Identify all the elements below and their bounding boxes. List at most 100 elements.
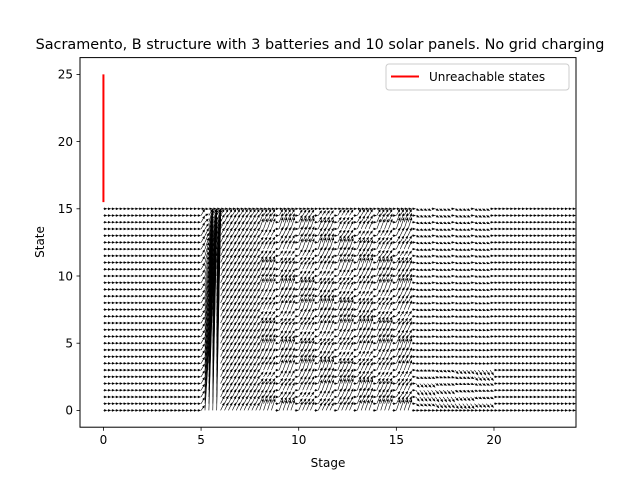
vector-arrow: [435, 355, 439, 358]
vector-arrow: [396, 382, 400, 390]
vector-arrow: [193, 302, 197, 305]
vector-arrow: [338, 277, 342, 283]
vector-arrow: [490, 315, 494, 318]
vector-arrow: [568, 261, 572, 264]
vector-arrow: [103, 228, 107, 231]
vector-arrow: [135, 261, 139, 264]
vector-arrow: [139, 369, 143, 372]
vector-arrow: [517, 382, 521, 385]
vector-arrow: [459, 397, 463, 401]
vector-arrow: [185, 308, 189, 311]
vector-arrow: [189, 396, 193, 399]
vector-arrow: [146, 402, 150, 405]
vector-arrow: [275, 275, 279, 278]
vector-arrow: [111, 396, 115, 399]
vector-arrow: [471, 302, 475, 305]
vector-arrow: [291, 359, 295, 370]
vector-arrow: [244, 335, 248, 343]
vector-arrow: [314, 208, 318, 211]
vector-arrow: [346, 291, 350, 297]
vector-arrow: [439, 288, 443, 290]
vector-arrow: [560, 376, 564, 379]
vector-arrow: [517, 288, 521, 291]
vector-arrow: [185, 342, 189, 345]
vector-arrow: [314, 228, 318, 231]
vector-arrow: [123, 234, 127, 237]
vector-arrow: [568, 308, 572, 311]
vector-arrow: [439, 275, 443, 277]
vector-arrow: [158, 389, 162, 392]
vector-arrow: [510, 369, 514, 372]
vector-arrow: [158, 328, 162, 331]
vector-arrow: [533, 248, 537, 251]
vector-arrow: [482, 322, 486, 325]
vector-arrow: [115, 328, 119, 331]
vector-arrow: [439, 349, 443, 352]
vector-arrow: [424, 369, 428, 371]
vector-arrow: [135, 214, 139, 217]
vector-arrow: [431, 255, 435, 258]
vector-arrow: [521, 308, 525, 311]
vector-arrow: [193, 255, 197, 258]
vector-arrow: [279, 359, 283, 370]
vector-arrow: [420, 262, 424, 264]
vector-arrow: [537, 275, 541, 278]
vector-arrow: [553, 402, 557, 405]
vector-arrow: [240, 234, 244, 242]
vector-arrow: [201, 397, 205, 404]
vector-arrow: [115, 369, 119, 372]
vector-arrow: [314, 234, 318, 237]
vector-arrow: [568, 275, 572, 278]
vector-arrow: [232, 396, 236, 404]
vector-arrow: [256, 369, 260, 377]
vector-arrow: [560, 382, 564, 385]
vector-arrow: [502, 376, 506, 379]
vector-arrow: [474, 355, 478, 358]
vector-arrow: [107, 255, 111, 258]
vector-arrow: [170, 396, 174, 399]
vector-arrow: [474, 362, 478, 365]
vector-arrow: [166, 221, 170, 224]
vector-arrow: [225, 308, 229, 316]
vector-arrow: [564, 362, 568, 365]
vector-arrow: [228, 396, 232, 404]
vector-arrow: [373, 369, 377, 372]
vector-arrow: [420, 404, 424, 407]
vector-arrow: [271, 288, 275, 296]
vector-arrow: [545, 376, 549, 379]
vector-arrow: [248, 261, 252, 269]
vector-arrow: [451, 228, 455, 231]
vector-arrow: [353, 396, 357, 399]
vector-arrow: [392, 268, 396, 271]
vector-arrow: [443, 390, 447, 394]
vector-arrow: [361, 291, 365, 297]
vector-arrow: [463, 309, 467, 312]
vector-arrow: [533, 255, 537, 258]
vector-arrow: [232, 375, 236, 383]
vector-arrow: [256, 234, 260, 242]
vector-arrow: [260, 348, 264, 357]
vector-arrow: [568, 335, 572, 338]
vector-arrow: [295, 221, 299, 224]
vector-arrow: [162, 275, 166, 278]
vector-arrow: [494, 376, 498, 379]
vector-arrow: [154, 376, 158, 379]
vector-arrow: [115, 382, 119, 385]
vector-arrow: [463, 242, 467, 244]
vector-arrow: [424, 404, 428, 407]
vector-arrow: [385, 302, 389, 310]
vector-arrow: [412, 315, 416, 318]
vector-arrow: [396, 311, 400, 317]
vector-arrow: [142, 396, 146, 399]
vector-arrow: [314, 342, 318, 345]
vector-arrow: [334, 382, 338, 385]
vector-arrow: [549, 295, 553, 298]
vector-arrow: [103, 409, 107, 412]
vector-arrow: [506, 362, 510, 365]
vector-arrow: [541, 241, 545, 244]
vector-arrow: [221, 322, 225, 330]
vector-arrow: [342, 258, 346, 269]
vector-arrow: [459, 409, 463, 412]
vector-arrow: [494, 281, 498, 284]
vector-arrow: [392, 376, 396, 379]
